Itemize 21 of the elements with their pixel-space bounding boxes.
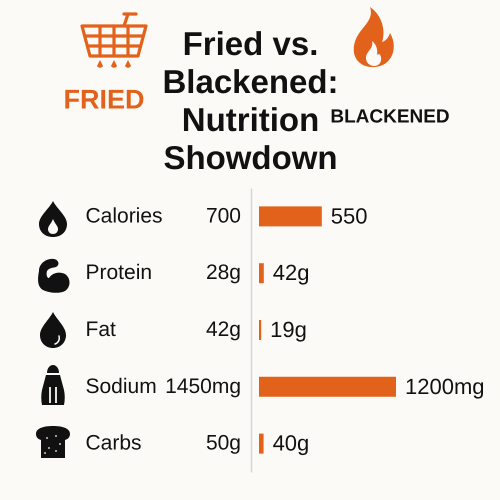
bar bbox=[259, 376, 396, 397]
bar bbox=[259, 434, 264, 454]
data-label: 1200mg bbox=[405, 374, 485, 399]
data-label: 42g bbox=[272, 260, 310, 286]
text: 1450mg bbox=[165, 374, 241, 398]
text: 700 bbox=[206, 204, 241, 228]
data-label: 19g bbox=[270, 317, 307, 342]
y-tick-label: Calories bbox=[86, 204, 163, 228]
y-tick-label: Sodium bbox=[86, 374, 157, 398]
data-label: 40g bbox=[272, 430, 310, 456]
y-tick-label: Carbs bbox=[86, 432, 142, 455]
text: 42g bbox=[206, 318, 241, 341]
text: 50g bbox=[206, 432, 241, 455]
bar bbox=[259, 206, 322, 226]
data-label: 550 bbox=[330, 203, 368, 228]
bar bbox=[259, 263, 264, 284]
text: 28g bbox=[206, 261, 241, 284]
y-tick-label: Protein bbox=[86, 261, 152, 284]
text: FRIED bbox=[64, 84, 144, 114]
y-tick-label: Fat bbox=[86, 318, 116, 341]
text: BLACKENED bbox=[330, 106, 450, 128]
